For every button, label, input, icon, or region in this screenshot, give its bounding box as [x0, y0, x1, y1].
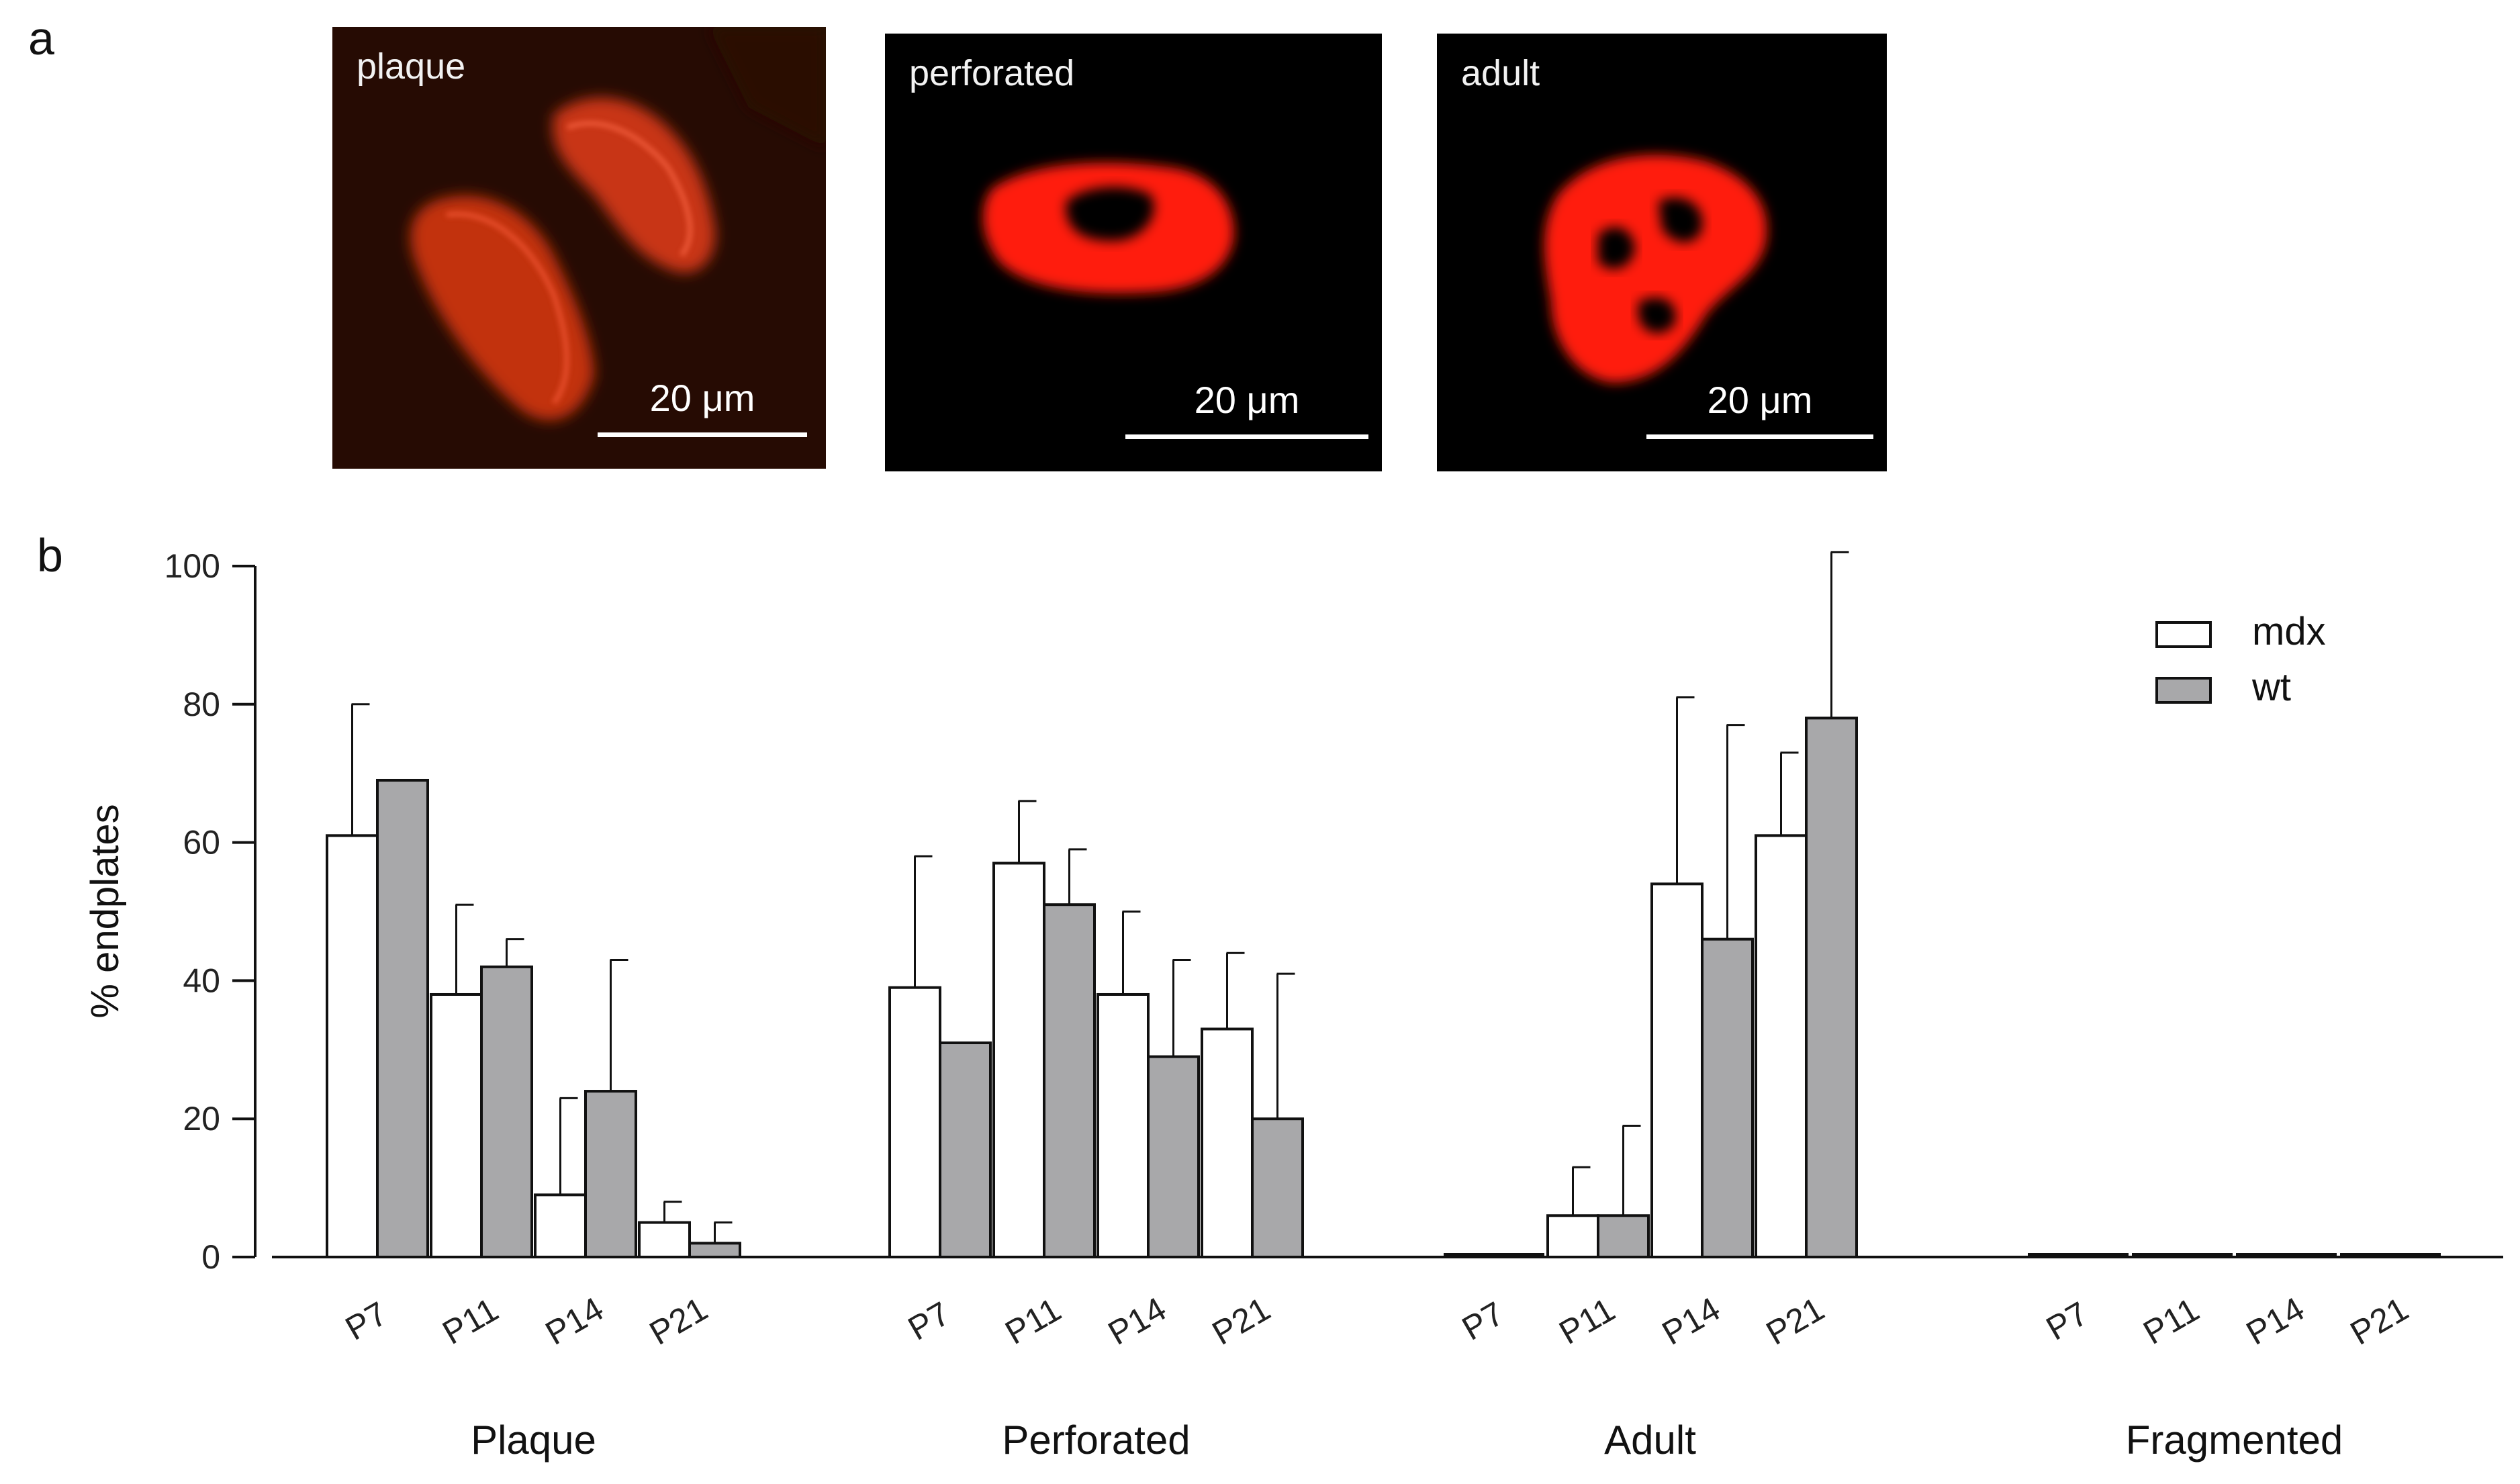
- group-label-perforated: Perforated: [1002, 1418, 1190, 1463]
- x-tick-label: P21: [643, 1290, 714, 1352]
- x-tick-label: P11: [1553, 1291, 1622, 1352]
- bar-wt-plaque-P14: [584, 1090, 637, 1259]
- x-tick-label: P14: [2240, 1290, 2311, 1352]
- bar-mdx-plaque-P11: [430, 992, 483, 1258]
- bar-mdx-perforated-P11: [992, 862, 1045, 1258]
- scale-text-perforated: 20 μm: [1194, 379, 1300, 421]
- bar-mdx-adult-P21: [1755, 834, 1808, 1259]
- bar-wt-adult-P21: [1805, 716, 1858, 1258]
- scale-text-adult: 20 μm: [1707, 379, 1813, 421]
- scale-text-plaque: 20 μm: [649, 377, 755, 419]
- y-tick-label: 100: [165, 547, 220, 585]
- bar-mdx-plaque-P7: [326, 834, 379, 1259]
- x-tick-label: P11: [999, 1291, 1068, 1352]
- x-tick-label: P21: [1760, 1290, 1830, 1352]
- bar-mdx-plaque-P21: [638, 1221, 691, 1259]
- chart-legend: mdx wt: [2155, 610, 2326, 709]
- bar-mdx-perforated-P21: [1201, 1027, 1254, 1259]
- bar-wt-adult-P14: [1701, 937, 1754, 1259]
- legend-swatch-wt: [2155, 677, 2212, 704]
- x-tick-label: P21: [1206, 1290, 1276, 1352]
- bar-wt-perforated-P21: [1251, 1117, 1304, 1258]
- micrograph-plaque: plaque 20 μm: [332, 27, 826, 469]
- x-tick-label: P21: [2344, 1290, 2415, 1352]
- x-tick-label: P7: [2040, 1295, 2094, 1348]
- bar-wt-perforated-P7: [939, 1041, 992, 1258]
- adult-image: [1437, 34, 1887, 471]
- x-tick-label: P7: [902, 1295, 956, 1348]
- x-tick-label: P14: [1656, 1290, 1726, 1352]
- group-label-adult: Adult: [1604, 1418, 1696, 1463]
- y-tick-label: 60: [183, 824, 220, 862]
- micrograph-label-plaque: plaque: [357, 46, 466, 87]
- y-tick-label: 40: [183, 962, 220, 999]
- y-tick-label: 0: [201, 1238, 220, 1276]
- micrograph-adult: adult 20 μm: [1437, 34, 1887, 471]
- micrograph-perforated: perforated 20 μm: [885, 34, 1382, 471]
- chart-bars: [326, 551, 2441, 1259]
- bar-zero-P11: [2132, 1253, 2233, 1258]
- bar-mdx-perforated-P7: [888, 986, 941, 1258]
- x-tick-label: P7: [339, 1295, 393, 1348]
- bar-wt-plaque-P21: [688, 1242, 741, 1259]
- scale-line-plaque: [598, 432, 807, 437]
- bar-wt-plaque-P7: [376, 778, 429, 1258]
- y-tick-label: 80: [183, 686, 220, 723]
- x-tick-label: P11: [436, 1291, 505, 1352]
- bar-wt-perforated-P11: [1043, 903, 1096, 1258]
- scale-line-perforated: [1125, 434, 1368, 439]
- bar-wt-plaque-P11: [480, 965, 533, 1258]
- bar-zero-P21: [2340, 1253, 2441, 1258]
- bar-mdx-perforated-P14: [1096, 992, 1150, 1258]
- bar-zero-P7: [2028, 1253, 2129, 1258]
- bar-wt-perforated-P14: [1147, 1055, 1200, 1258]
- x-tick-label: P11: [2137, 1291, 2206, 1352]
- micrograph-label-adult: adult: [1461, 53, 1540, 93]
- panel-b-label: b: [37, 529, 63, 582]
- legend-label-wt: wt: [2251, 665, 2291, 709]
- bar-chart: 0 20 40 60 80 100 % endplates P7 P11 P14 P21 Plaqu…: [83, 547, 2503, 1463]
- plaque-image: [332, 27, 826, 469]
- legend-swatch-mdx: [2155, 621, 2212, 648]
- bar-mdx-adult-P14: [1650, 882, 1704, 1258]
- bar-zero-P7: [1444, 1253, 1544, 1258]
- bar-mdx-adult-P11: [1546, 1214, 1599, 1259]
- panel-a-label: a: [28, 12, 54, 64]
- scale-line-adult: [1646, 434, 1873, 439]
- x-tick-label: P14: [1102, 1290, 1172, 1352]
- y-axis-title: % endplates: [83, 804, 127, 1018]
- group-label-fragmented: Fragmented: [2126, 1418, 2343, 1463]
- legend-label-mdx: mdx: [2252, 610, 2326, 653]
- x-tick-label: P14: [539, 1290, 610, 1352]
- bar-wt-adult-P11: [1597, 1214, 1650, 1259]
- bar-zero-P14: [2236, 1253, 2337, 1258]
- y-tick-label: 20: [183, 1100, 220, 1138]
- x-tick-label: P7: [1456, 1295, 1510, 1348]
- micrograph-label-perforated: perforated: [909, 53, 1075, 93]
- group-label-plaque: Plaque: [471, 1418, 596, 1463]
- chart-labels: P7 P11 P14 P21 Plaque P7 P11 P14 P21 Perforated P7…: [339, 1290, 2415, 1463]
- perforated-image: [885, 34, 1382, 471]
- bar-mdx-plaque-P14: [534, 1193, 587, 1259]
